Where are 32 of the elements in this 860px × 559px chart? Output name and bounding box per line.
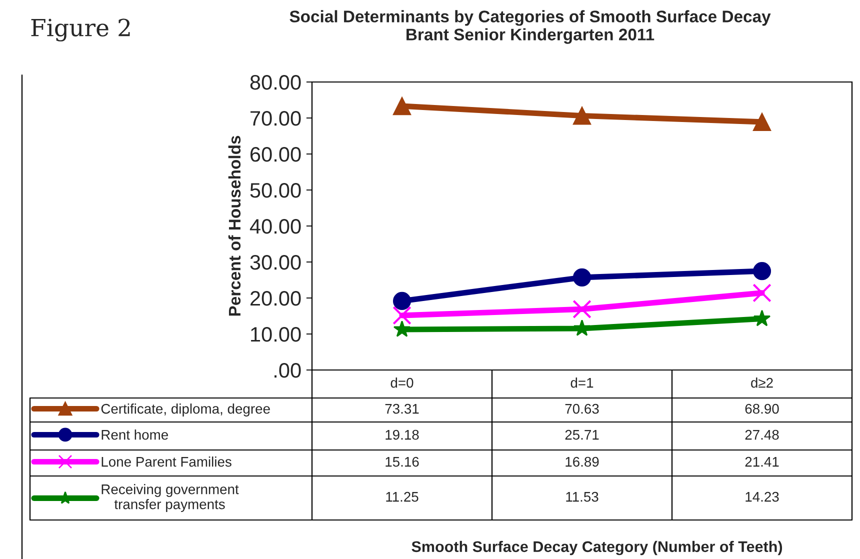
legend-label: Rent home — [102, 430, 168, 440]
y-axis-title: Percent of Households — [228, 136, 241, 316]
data-label: 11.53 — [566, 492, 598, 502]
data-label: 15.16 — [386, 456, 419, 467]
legend-label: Receiving government transfer payments — [102, 484, 239, 512]
y-tick-label: 60.00 — [250, 147, 301, 162]
data-label: 27.48 — [745, 430, 779, 440]
legend-label: Certificate, diploma, degree — [101, 404, 270, 416]
x-tick-label: d≥2 — [751, 378, 773, 388]
caption: Figure 2 — [31, 18, 130, 42]
data-label: 73.31 — [385, 404, 419, 414]
y-tick-label: 10.00 — [251, 327, 301, 342]
chart-title: Social Determinants by Categories of Smooth Surface Decay Brant Senior Kindergarten 2011 — [290, 10, 771, 44]
data-label: 11.25 — [386, 492, 418, 502]
y-tick-label: 20.00 — [250, 291, 301, 306]
y-tick-label: 80.00 — [250, 75, 301, 90]
legend-label: Lone Parent Families — [102, 456, 232, 467]
data-label: 14.23 — [746, 492, 779, 502]
x-tick-label: d=1 — [570, 378, 594, 388]
data-label: 25.71 — [565, 430, 599, 440]
y-tick-label: 30.00 — [250, 255, 301, 270]
y-tick-label: 40.00 — [250, 219, 301, 234]
y-tick-label: 70.00 — [250, 111, 301, 126]
data-label: 19.18 — [386, 430, 419, 440]
data-label: 16.89 — [566, 456, 599, 467]
x-tick-label: d=0 — [390, 378, 414, 388]
text: Smooth Surface Decay Category (Number of Teeth) — [412, 540, 782, 556]
data-label: 68.90 — [745, 404, 779, 414]
y-tick-label: .00 — [274, 363, 301, 378]
y-tick-label: 50.00 — [250, 183, 301, 198]
data-label: 21.41 — [745, 456, 779, 467]
data-label: 70.63 — [565, 404, 599, 414]
